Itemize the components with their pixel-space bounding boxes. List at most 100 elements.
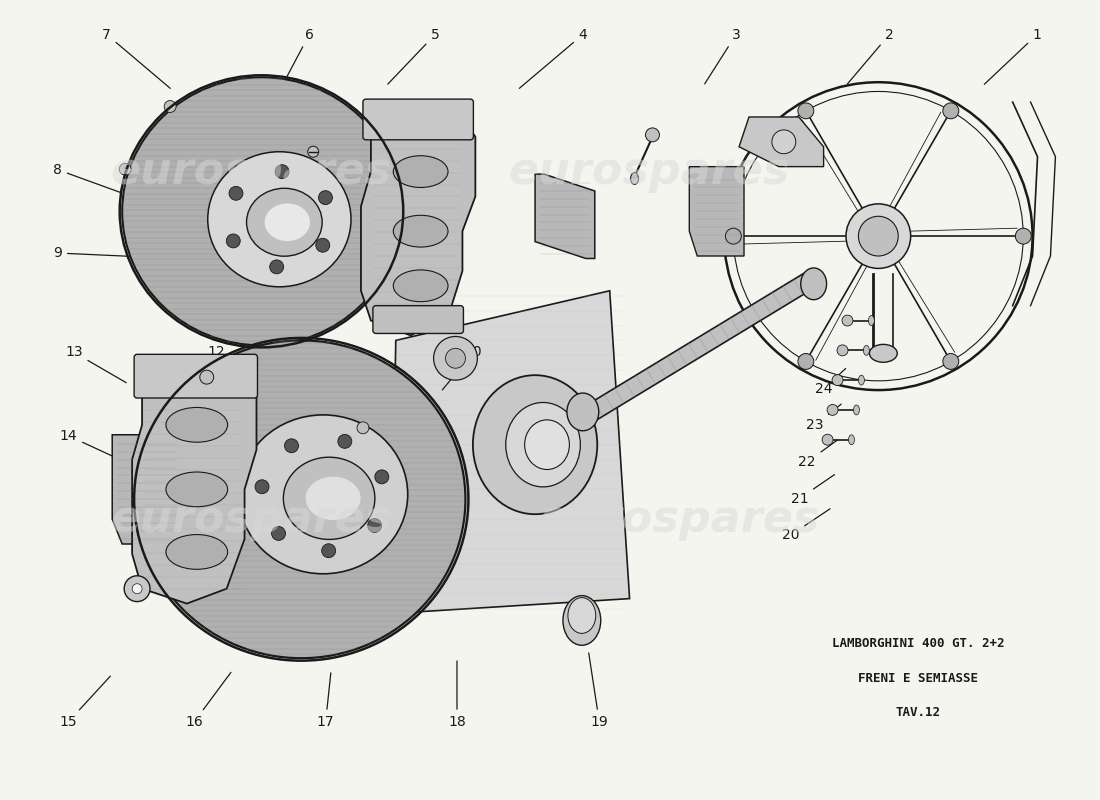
Circle shape bbox=[1015, 228, 1032, 244]
Ellipse shape bbox=[138, 341, 465, 658]
Ellipse shape bbox=[566, 393, 598, 430]
Circle shape bbox=[308, 146, 319, 157]
Ellipse shape bbox=[284, 457, 375, 539]
Circle shape bbox=[772, 130, 795, 154]
Ellipse shape bbox=[858, 216, 899, 256]
Circle shape bbox=[119, 163, 131, 175]
Circle shape bbox=[375, 470, 388, 484]
Circle shape bbox=[358, 422, 368, 434]
Ellipse shape bbox=[848, 434, 855, 445]
Text: 6: 6 bbox=[283, 27, 313, 84]
Text: 11: 11 bbox=[316, 346, 345, 390]
Text: 4: 4 bbox=[519, 27, 587, 88]
Ellipse shape bbox=[801, 268, 826, 300]
Text: 20: 20 bbox=[782, 509, 830, 542]
Text: TAV.12: TAV.12 bbox=[895, 706, 940, 719]
Ellipse shape bbox=[394, 215, 448, 247]
Circle shape bbox=[124, 576, 150, 602]
Polygon shape bbox=[739, 117, 824, 166]
Ellipse shape bbox=[854, 405, 859, 415]
FancyBboxPatch shape bbox=[373, 306, 463, 334]
Text: 3: 3 bbox=[705, 27, 740, 84]
Ellipse shape bbox=[208, 152, 351, 286]
Ellipse shape bbox=[630, 173, 639, 185]
Text: 12: 12 bbox=[208, 346, 231, 386]
Circle shape bbox=[832, 374, 843, 386]
Text: 17: 17 bbox=[317, 673, 334, 729]
Circle shape bbox=[285, 438, 298, 453]
Circle shape bbox=[822, 434, 833, 445]
Circle shape bbox=[837, 345, 848, 356]
Text: 1: 1 bbox=[984, 27, 1042, 84]
FancyBboxPatch shape bbox=[363, 99, 473, 140]
Circle shape bbox=[943, 354, 959, 370]
Ellipse shape bbox=[846, 204, 911, 269]
Circle shape bbox=[798, 354, 814, 370]
Circle shape bbox=[316, 238, 330, 252]
Polygon shape bbox=[132, 370, 256, 603]
Polygon shape bbox=[535, 174, 595, 258]
Ellipse shape bbox=[246, 188, 322, 256]
Ellipse shape bbox=[563, 596, 601, 646]
Text: 8: 8 bbox=[53, 162, 121, 193]
Ellipse shape bbox=[525, 420, 570, 470]
Circle shape bbox=[229, 186, 243, 200]
Circle shape bbox=[433, 337, 477, 380]
Ellipse shape bbox=[394, 156, 448, 187]
Text: 2: 2 bbox=[847, 27, 893, 84]
Text: 23: 23 bbox=[806, 404, 842, 433]
Circle shape bbox=[200, 370, 213, 384]
Text: 7: 7 bbox=[102, 27, 170, 88]
Circle shape bbox=[646, 128, 659, 142]
Circle shape bbox=[164, 101, 176, 113]
Text: FRENI E SEMIASSE: FRENI E SEMIASSE bbox=[858, 671, 978, 685]
Ellipse shape bbox=[122, 78, 400, 346]
Ellipse shape bbox=[473, 375, 597, 514]
Text: 5: 5 bbox=[387, 27, 440, 84]
Text: 22: 22 bbox=[799, 440, 838, 469]
Ellipse shape bbox=[166, 407, 228, 442]
Ellipse shape bbox=[869, 344, 898, 362]
Ellipse shape bbox=[506, 402, 581, 487]
Circle shape bbox=[827, 405, 838, 415]
Circle shape bbox=[272, 526, 286, 541]
Ellipse shape bbox=[239, 415, 408, 574]
Text: 14: 14 bbox=[59, 429, 126, 462]
Text: eurospares: eurospares bbox=[111, 150, 393, 193]
Text: LAMBORGHINI 400 GT. 2+2: LAMBORGHINI 400 GT. 2+2 bbox=[832, 637, 1004, 650]
Polygon shape bbox=[361, 122, 475, 335]
Ellipse shape bbox=[166, 534, 228, 570]
Ellipse shape bbox=[868, 315, 875, 326]
Polygon shape bbox=[112, 434, 182, 544]
FancyBboxPatch shape bbox=[134, 354, 257, 398]
Text: eurospares: eurospares bbox=[111, 498, 393, 541]
Ellipse shape bbox=[394, 270, 448, 302]
Text: 24: 24 bbox=[815, 369, 846, 396]
Text: 9: 9 bbox=[53, 246, 142, 260]
Circle shape bbox=[943, 103, 959, 118]
Text: 21: 21 bbox=[791, 474, 835, 506]
Ellipse shape bbox=[568, 598, 596, 634]
Circle shape bbox=[446, 348, 465, 368]
Ellipse shape bbox=[306, 477, 361, 520]
Circle shape bbox=[725, 228, 741, 244]
Text: eurospares: eurospares bbox=[509, 150, 790, 193]
Circle shape bbox=[798, 103, 814, 118]
Text: 16: 16 bbox=[186, 672, 231, 729]
Circle shape bbox=[367, 518, 382, 533]
Ellipse shape bbox=[864, 346, 869, 355]
Text: 19: 19 bbox=[588, 653, 608, 729]
Circle shape bbox=[338, 434, 352, 448]
Ellipse shape bbox=[166, 472, 228, 506]
Text: 18: 18 bbox=[448, 661, 465, 729]
Ellipse shape bbox=[858, 375, 865, 385]
Text: 15: 15 bbox=[59, 676, 110, 729]
Polygon shape bbox=[583, 273, 813, 422]
Polygon shape bbox=[690, 166, 744, 256]
Circle shape bbox=[842, 315, 852, 326]
Text: 13: 13 bbox=[65, 346, 126, 382]
Circle shape bbox=[270, 260, 284, 274]
Circle shape bbox=[227, 234, 240, 248]
Circle shape bbox=[319, 190, 332, 205]
Polygon shape bbox=[390, 290, 629, 614]
